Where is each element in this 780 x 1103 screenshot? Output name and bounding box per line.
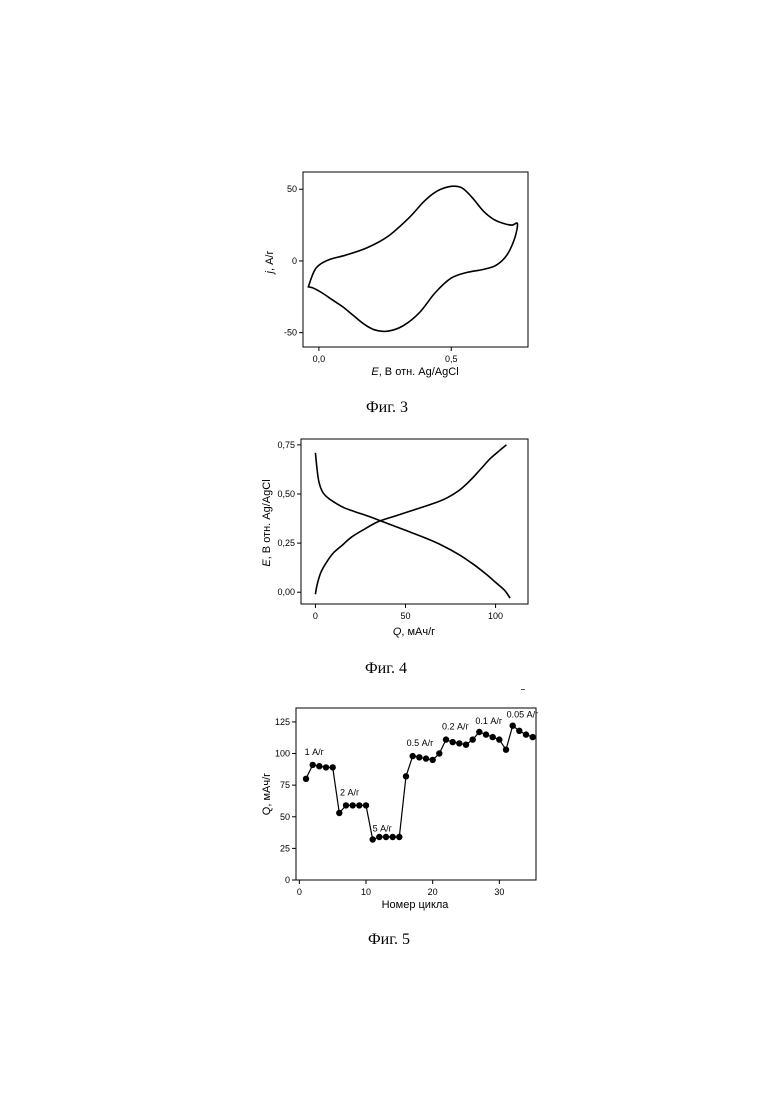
figure-5-point	[323, 764, 329, 770]
figure-5-point	[423, 755, 429, 761]
figure-5-point	[523, 731, 529, 737]
figure-5-point	[496, 736, 502, 742]
figure-5-point	[483, 731, 489, 737]
figure-5-point	[410, 753, 416, 759]
figure-5-y-tick-label: 75	[280, 780, 290, 790]
figure-5-point	[350, 802, 356, 808]
figure-5-point	[476, 729, 482, 735]
figure-5-point	[363, 802, 369, 808]
figure-4-ticks: 0 50 100 0,75 0,50 0,25 0,00	[277, 440, 503, 621]
figure-5-annotation: 0.1 А/г	[475, 716, 503, 726]
figure-3-y-tick-label: 0	[292, 256, 297, 266]
figure-5-point	[343, 802, 349, 808]
figure-4-chart: 0 50 100 0,75 0,50 0,25 0,00 Q, мАч/г E, В отн…	[261, 439, 528, 638]
figure-5-annotation: 5 А/г	[373, 824, 393, 834]
figure-5-point	[456, 740, 462, 746]
figure-5-point	[383, 834, 389, 840]
figure-5-point	[436, 750, 442, 756]
figure-5-x-tick-label: 10	[361, 887, 371, 897]
figure-5-x-tick-label: 0	[297, 887, 302, 897]
figure-3-chart: 0,0 0,5 50 0 -50 E, В отн. Ag/AgCl j, А/г	[264, 172, 528, 378]
figure-4-x-label: Q, мАч/г	[393, 626, 435, 638]
figure-4-charge-curve	[315, 445, 506, 594]
figure-5-point	[376, 834, 382, 840]
figure-5-point	[403, 773, 409, 779]
figure-5-plot-frame	[296, 708, 536, 880]
figure-5-point	[443, 736, 449, 742]
figure-5-point	[303, 776, 309, 782]
figure-5-x-tick-label: 20	[428, 887, 438, 897]
figure-4-y-tick-label: 0,75	[277, 440, 295, 450]
figure-5-annotation: 0.2 А/г	[442, 722, 470, 732]
figure-5-point	[530, 734, 536, 740]
figure-5-annotation: 2 А/г	[340, 787, 360, 797]
figure-5-point	[416, 754, 422, 760]
figure-3-plot-frame	[303, 172, 528, 347]
figure-3-x-tick-label: 0,0	[313, 354, 326, 364]
figure-5-point	[510, 723, 516, 729]
figure-3-cv-curve	[308, 186, 517, 331]
figure-5-annotation: 0.5 А/г	[407, 738, 435, 748]
figure-3-x-tick-label: 0,5	[445, 354, 458, 364]
figure-3-caption: Фиг. 3	[366, 399, 408, 417]
figure-4-y-tick-label: 0,50	[277, 489, 295, 499]
figure-4-y-tick-label: 0,25	[277, 538, 295, 548]
figure-5-y-tick-label: 0	[285, 875, 290, 885]
figure-5-annotation: 1 А/г	[305, 747, 325, 757]
figure-5-annotation: 0.05 А/г	[507, 710, 540, 720]
figure-5-y-tick-label: 25	[280, 843, 290, 853]
figure-3-y-tick-label: 50	[287, 184, 297, 194]
figure-5-point	[470, 736, 476, 742]
figure-4-x-tick-label: 0	[313, 611, 318, 621]
figure-5-chart: 0 10 20 30 0 25 50 75 100 125 1 А/г 2 А/г 5 А/г 0.5 …	[261, 708, 539, 911]
figure-4-plot-frame	[301, 439, 528, 604]
figure-5-point	[390, 834, 396, 840]
figure-4-x-tick-label: 50	[400, 611, 410, 621]
figure-4-discharge-curve	[315, 453, 510, 598]
figure-3-x-label: E, В отн. Ag/AgCl	[371, 366, 458, 378]
figure-5-point	[430, 757, 436, 763]
figure-3-ticks: 0,0 0,5 50 0 -50	[284, 184, 458, 364]
figure-5-point	[310, 762, 316, 768]
figure-3-y-label: j, А/г	[264, 251, 276, 276]
figure-5-point	[316, 763, 322, 769]
figure-5-y-tick-label: 50	[280, 812, 290, 822]
figure-4-caption: Фиг. 4	[365, 660, 407, 678]
figure-5-point	[396, 834, 402, 840]
figure-5-point	[490, 734, 496, 740]
figure-5-point	[356, 802, 362, 808]
figure-5-point	[450, 739, 456, 745]
figure-5-y-label: Q, мАч/г	[261, 773, 273, 815]
figure-4-y-tick-label: 0,00	[277, 587, 295, 597]
figure-5-caption: Фиг. 5	[368, 931, 410, 949]
figure-5-point	[330, 764, 336, 770]
figure-5-x-tick-label: 30	[494, 887, 504, 897]
figure-5-point	[503, 747, 509, 753]
figure-3-y-tick-label: -50	[284, 328, 297, 338]
figure-5-x-label: Номер цикла	[382, 899, 450, 911]
figure-5-y-tick-label: 125	[275, 717, 290, 727]
figure-4-x-tick-label: 100	[488, 611, 503, 621]
figure-5-ticks: 0 10 20 30 0 25 50 75 100 125	[275, 717, 504, 897]
figure-5-point	[463, 742, 469, 748]
figure-5-point	[336, 810, 342, 816]
scan-mark	[521, 689, 525, 690]
figure-5-point	[370, 836, 376, 842]
figure-4-y-label: E, В отн. Ag/AgCl	[261, 479, 273, 566]
figure-5-y-tick-label: 100	[275, 749, 290, 759]
figure-5-point	[516, 728, 522, 734]
